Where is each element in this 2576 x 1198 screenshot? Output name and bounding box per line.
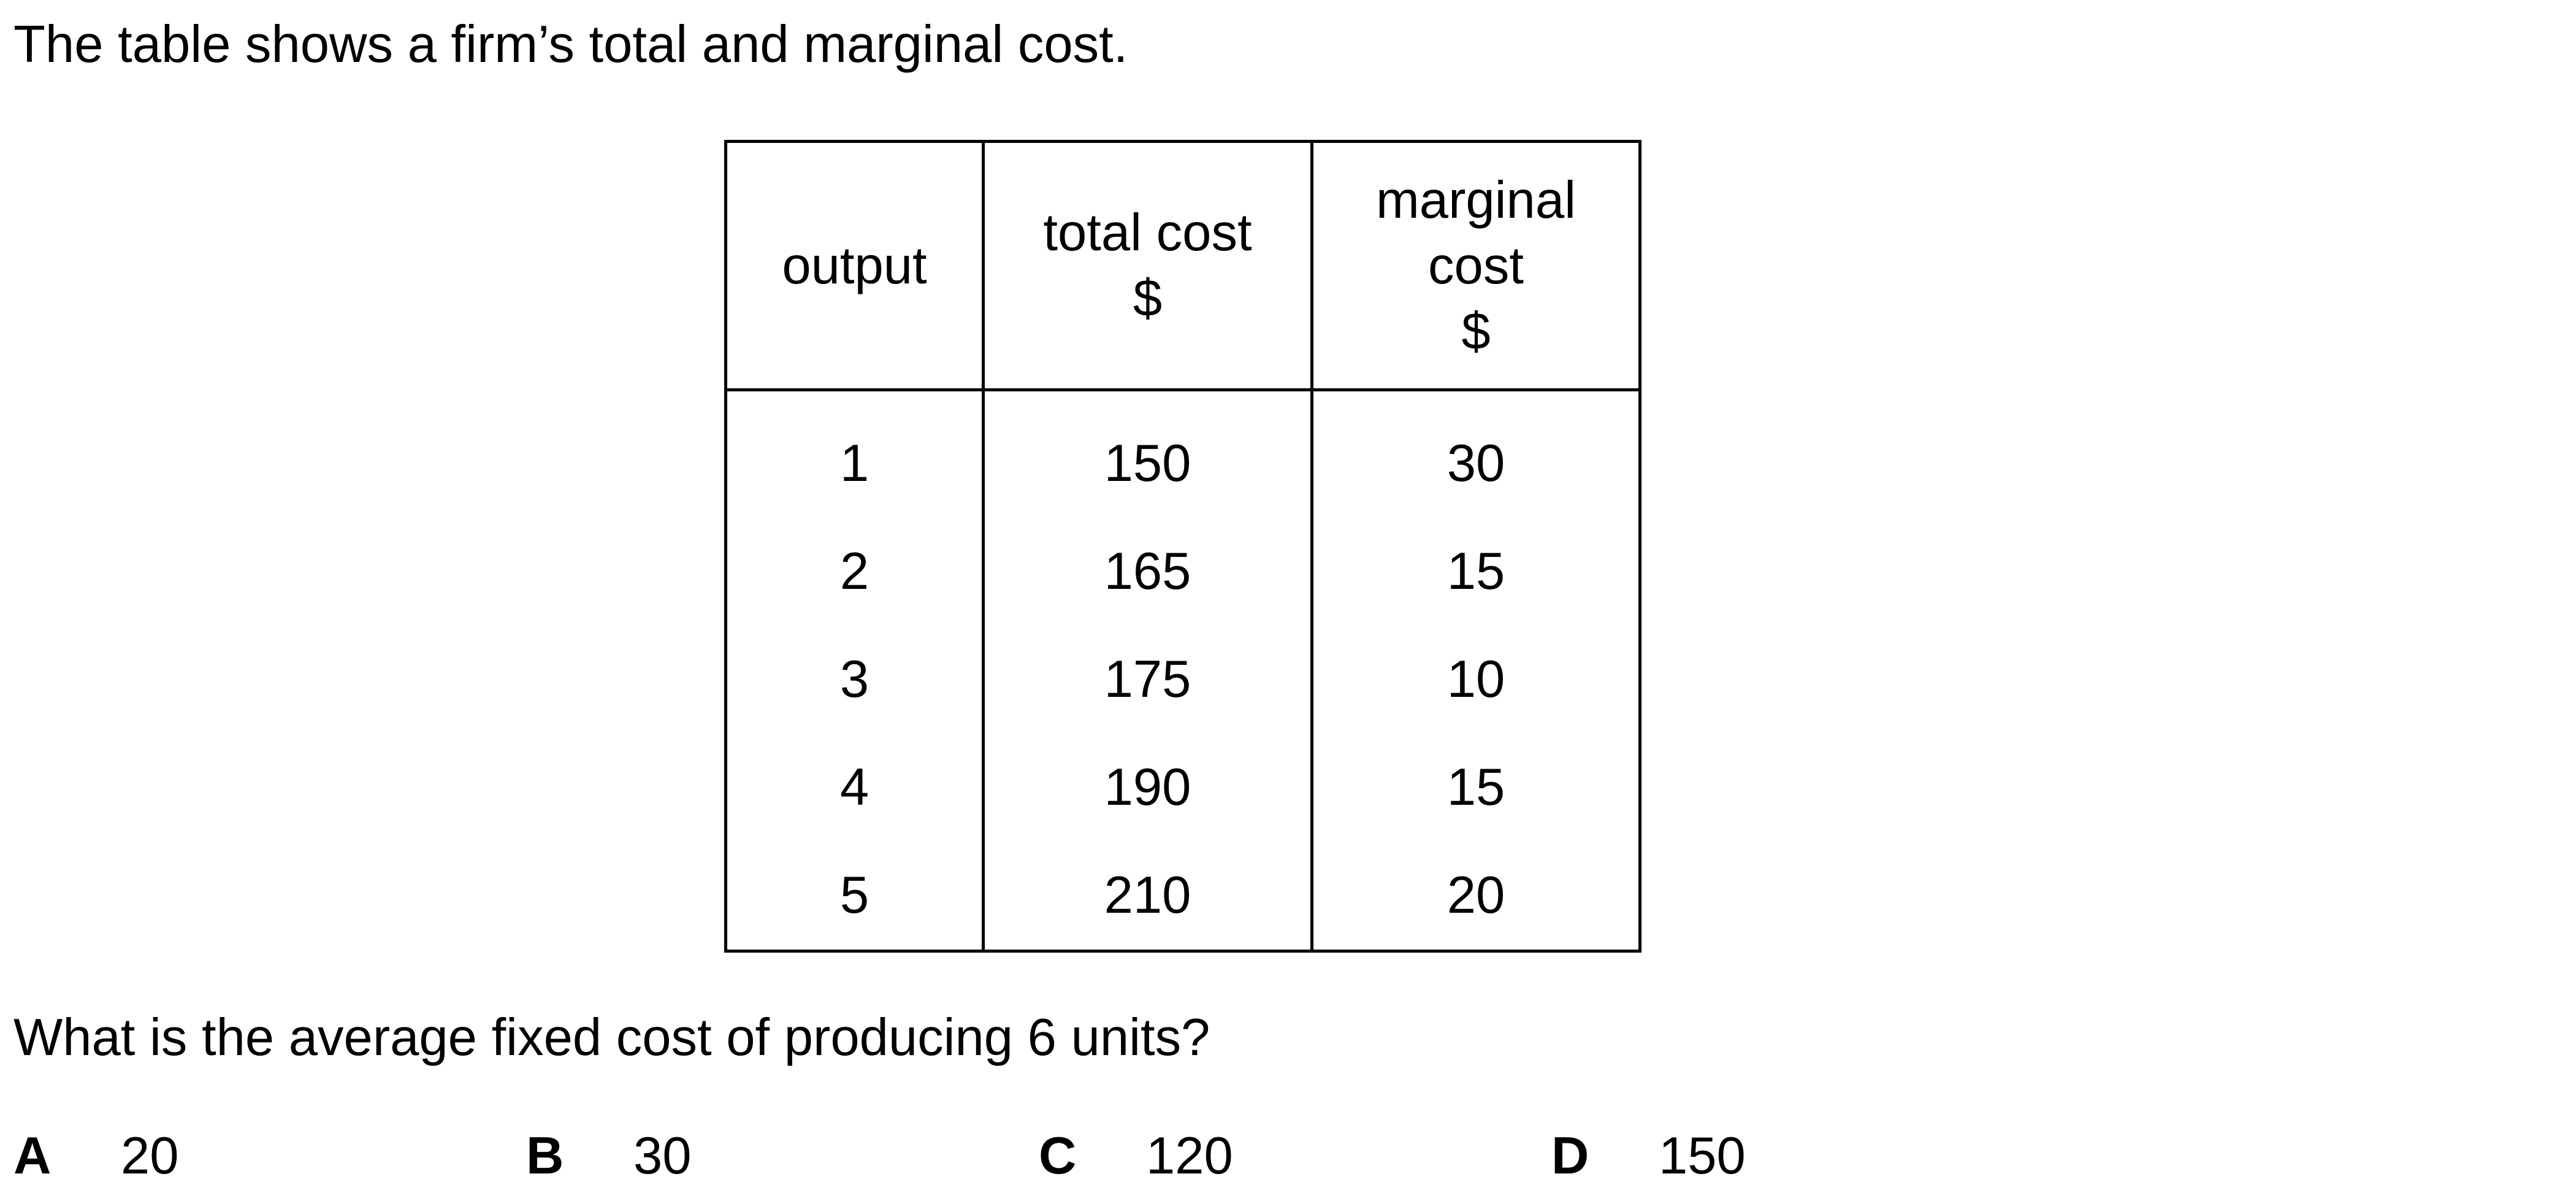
table-row: 4 190 15 [724, 734, 1642, 842]
cell-marginal-cost: 20 [1310, 842, 1642, 953]
cell-output: 4 [724, 734, 985, 842]
cell-marginal-cost: 15 [1310, 518, 1642, 626]
header-marginal-cost: marginal cost $ [1310, 140, 1642, 391]
option-value: 30 [633, 1127, 692, 1185]
question-text: What is the average fixed cost of produc… [13, 1008, 1210, 1067]
cost-table: output total cost $ marginal cost $ 1 15… [724, 140, 1642, 953]
cell-marginal-cost: 30 [1310, 390, 1642, 518]
option-d[interactable]: D 150 [1551, 1123, 1746, 1190]
option-letter: C [1039, 1127, 1077, 1185]
option-b[interactable]: B 30 [526, 1123, 692, 1190]
option-c[interactable]: C 120 [1039, 1123, 1233, 1190]
header-marginal-cost-line: marginal [1376, 171, 1576, 229]
option-value: 150 [1659, 1127, 1746, 1185]
header-total-cost: total cost $ [982, 140, 1313, 391]
answer-options: A 20 B 30 C 120 D 150 [0, 1123, 2576, 1190]
cell-output: 5 [724, 842, 985, 953]
header-marginal-cost-unit: $ [1461, 302, 1491, 361]
table-row: 1 150 30 [724, 390, 1642, 518]
cell-marginal-cost: 15 [1310, 734, 1642, 842]
cell-total-cost: 150 [982, 390, 1313, 518]
cell-output: 1 [724, 390, 985, 518]
cell-total-cost: 210 [982, 842, 1313, 953]
table-row: 3 175 10 [724, 626, 1642, 734]
option-value: 20 [121, 1127, 179, 1185]
intro-text: The table shows a firm’s total and margi… [13, 15, 1128, 74]
option-value: 120 [1146, 1127, 1233, 1185]
option-a[interactable]: A 20 [13, 1123, 179, 1190]
cell-output: 2 [724, 518, 985, 626]
table-header-row: output total cost $ marginal cost $ [724, 140, 1642, 391]
option-letter: D [1551, 1127, 1589, 1185]
header-total-cost-line: total cost [1043, 204, 1252, 262]
cell-output: 3 [724, 626, 985, 734]
cell-total-cost: 190 [982, 734, 1313, 842]
header-marginal-cost-line: cost [1428, 236, 1524, 295]
cell-marginal-cost: 10 [1310, 626, 1642, 734]
header-total-cost-unit: $ [1133, 269, 1163, 328]
option-letter: A [13, 1127, 52, 1185]
cell-total-cost: 175 [982, 626, 1313, 734]
option-letter: B [526, 1127, 564, 1185]
cell-total-cost: 165 [982, 518, 1313, 626]
table-row: 2 165 15 [724, 518, 1642, 626]
header-output: output [724, 140, 985, 391]
header-output-line: output [782, 236, 927, 295]
table-row: 5 210 20 [724, 842, 1642, 953]
